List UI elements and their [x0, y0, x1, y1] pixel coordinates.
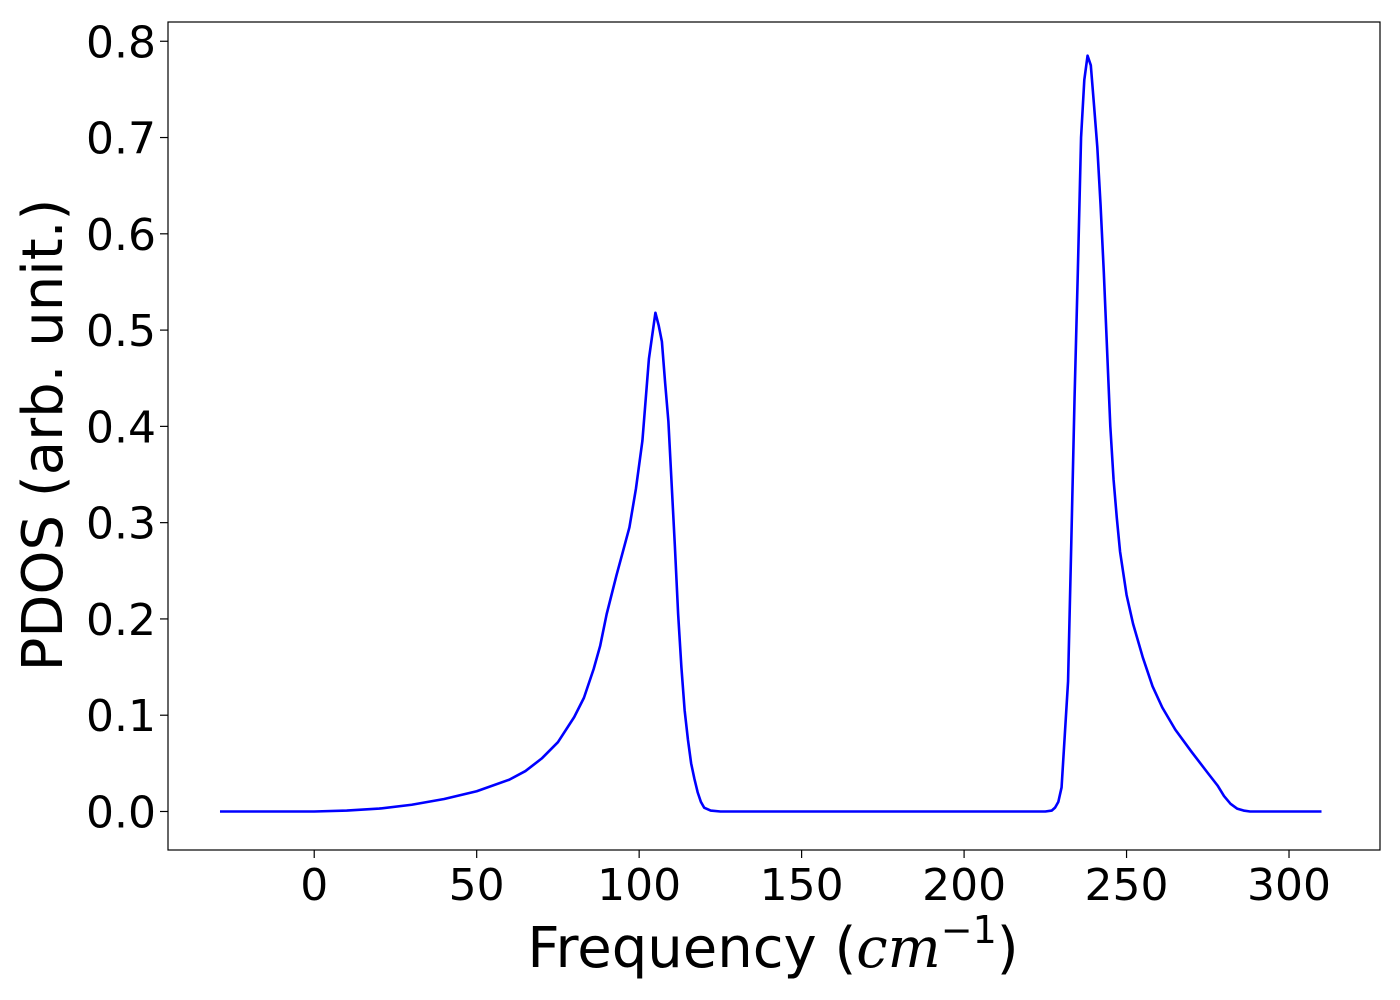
y-tick-label: 0.2 — [86, 595, 156, 646]
y-tick-label: 0.6 — [86, 210, 156, 261]
x-tick-label: 50 — [449, 860, 505, 911]
x-tick-label: 100 — [597, 860, 681, 911]
y-tick-label: 0.0 — [86, 787, 156, 838]
y-tick-label: 0.1 — [86, 691, 156, 742]
pdos-series-line — [219, 54, 1322, 813]
x-tick-label: 200 — [922, 860, 1006, 911]
x-axis-ticks: 0 50 100 150 200 250 300 — [300, 850, 1331, 911]
x-tick-label: 150 — [760, 860, 844, 911]
x-tick-label: 250 — [1085, 860, 1169, 911]
y-tick-label: 0.8 — [86, 17, 156, 68]
y-tick-label: 0.7 — [86, 114, 156, 165]
plot-area-border — [167, 21, 1381, 851]
x-axis-label-prefix: Frequency ( — [527, 916, 856, 981]
x-axis-label-exponent: −1 — [941, 908, 997, 952]
y-tick-label: 0.4 — [86, 402, 156, 453]
y-tick-label: 0.5 — [86, 306, 156, 357]
x-tick-label: 300 — [1247, 860, 1331, 911]
y-tick-label: 0.3 — [86, 499, 156, 550]
plot-frame — [167, 21, 1381, 851]
series-lines — [219, 54, 1322, 813]
x-axis-label: Frequency (cm−1) — [527, 908, 1018, 981]
x-axis-label-suffix: ) — [997, 916, 1019, 981]
x-tick-label: 0 — [300, 860, 328, 911]
x-axis-label-unit: cm — [856, 916, 940, 981]
y-axis-label: PDOS (arb. unit.) — [11, 199, 76, 672]
y-axis-ticks: 0.0 0.1 0.2 0.3 0.4 0.5 0.6 0.7 0.8 — [86, 17, 168, 838]
